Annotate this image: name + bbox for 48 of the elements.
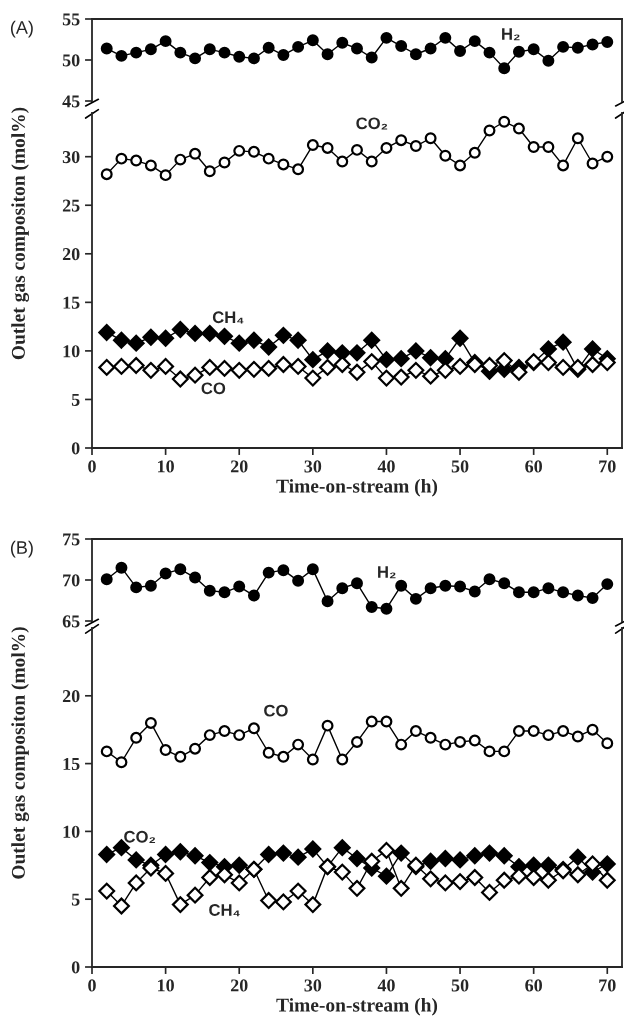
y-axis-title: Outlet gas compositon (mol%) xyxy=(11,107,30,360)
annotation: CO₂ xyxy=(124,830,156,844)
x-tick-label: 10 xyxy=(158,460,174,473)
y-tick-label: 15 xyxy=(63,757,80,771)
annotation: CH₄ xyxy=(209,904,240,917)
annotation: CO xyxy=(264,704,288,717)
annotation: H₂ xyxy=(502,28,520,41)
x-tick-label: 20 xyxy=(230,460,248,473)
x-tick-label: 70 xyxy=(599,460,616,473)
y-tick-label: 5 xyxy=(71,393,80,406)
x-tick-label: 10 xyxy=(158,979,174,992)
x-tick-label: 30 xyxy=(304,979,322,992)
x-tick-label: 40 xyxy=(377,979,395,992)
annotation: CO xyxy=(201,382,226,395)
x-tick-label: 50 xyxy=(451,460,469,473)
y-tick-label: 55 xyxy=(62,13,80,26)
x-axis-title: Time-on-stream (h) xyxy=(276,478,438,497)
x-tick-label: 40 xyxy=(377,460,395,473)
x-tick-label: 70 xyxy=(599,979,616,992)
y-tick-label: 45 xyxy=(62,95,80,108)
x-tick-label: 0 xyxy=(88,460,96,473)
chart-title: (B) xyxy=(10,540,33,558)
y-tick-label: 15 xyxy=(63,296,80,309)
annotation: H₂ xyxy=(378,566,396,579)
annotation: CH₄ xyxy=(212,311,244,324)
x-tick-label: 60 xyxy=(525,460,543,473)
chart-title: (A) xyxy=(10,20,33,38)
y-tick-label: 10 xyxy=(63,345,80,358)
x-tick-label: 60 xyxy=(525,979,543,992)
y-tick-label: 65 xyxy=(62,615,80,628)
y-tick-label: 25 xyxy=(62,199,80,212)
annotation: CO₂ xyxy=(356,117,388,130)
y-tick-label: 75 xyxy=(63,533,80,546)
y-tick-label: 70 xyxy=(63,574,80,587)
y-tick-label: 5 xyxy=(71,893,80,906)
x-tick-label: 50 xyxy=(451,979,469,992)
y-axis-title: Outlet gas compositon (mol%) xyxy=(11,627,30,879)
x-axis-title: Time-on-stream (h) xyxy=(276,997,438,1016)
y-tick-label: 20 xyxy=(62,248,80,261)
y-tick-label: 20 xyxy=(62,690,80,703)
y-tick-label: 50 xyxy=(62,54,80,67)
y-tick-label: 10 xyxy=(63,825,80,838)
y-tick-label: 0 xyxy=(71,442,80,455)
x-tick-label: 20 xyxy=(230,979,248,992)
x-tick-label: 30 xyxy=(304,460,322,473)
y-tick-label: 30 xyxy=(62,150,80,164)
y-tick-label: 0 xyxy=(71,961,80,974)
x-tick-label: 0 xyxy=(88,979,96,992)
